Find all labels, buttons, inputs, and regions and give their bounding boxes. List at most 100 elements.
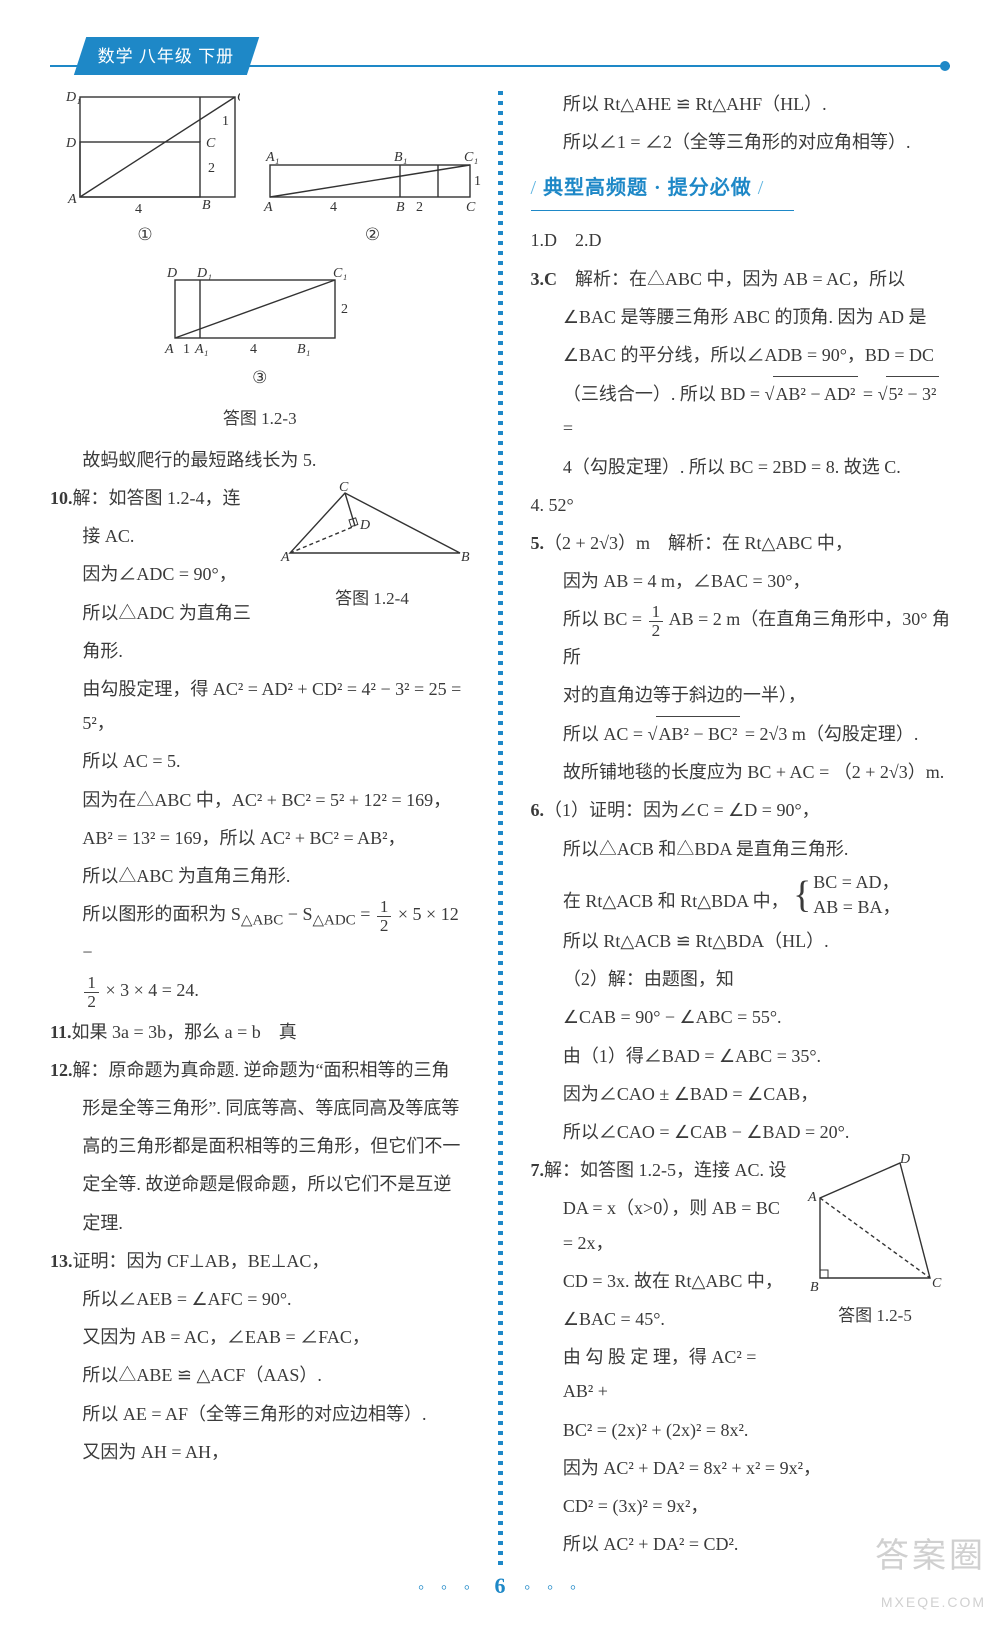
q6-l1: 6.（1）证明：因为∠C = ∠D = 90°，	[531, 793, 951, 827]
q3-l2: ∠BAC 是等腰三角形 ABC 的顶角. 因为 AD 是	[531, 300, 951, 334]
q12-l4: 定全等. 故逆命题是假命题，所以它们不是互逆	[50, 1167, 470, 1201]
q10-A: A	[280, 550, 290, 565]
fig3-n4: 4	[250, 342, 257, 357]
q12-l5: 定理.	[50, 1206, 470, 1240]
q5-l6: 故所铺地毯的长度应为 BC + AC = （2 + 2√3）m.	[531, 755, 951, 789]
q6-l1t: （1）证明：因为∠C = ∠D = 90°，	[544, 800, 820, 820]
q5-ans: （2 + 2√3）m	[544, 533, 650, 553]
q10-l8: AB² = 13² = 169，所以 AC² + BC² = AB²，	[50, 821, 470, 855]
q7-l1t: 解：如答图 1.2-5，连接 AC. 设	[544, 1160, 787, 1180]
q12-l1t: 解：原命题为真命题. 逆命题为“面积相等的三角	[73, 1060, 450, 1080]
fig1-D: D	[65, 136, 76, 151]
q11: 11.如果 3a = 3b，那么 a = b 真	[50, 1015, 470, 1049]
q6-l3a: 在 Rt△ACB 和 Rt△BDA 中，	[563, 891, 789, 911]
q12-l1: 12.解：原命题为真命题. 逆命题为“面积相等的三角	[50, 1053, 470, 1087]
section-title-text: 典型高频题 · 提分必做	[543, 169, 752, 207]
q3-l1t: 解析：在△ABC 中，因为 AB = AC，所以	[575, 269, 905, 289]
q3-l4a: （三线合一）. 所以 BD =	[563, 384, 765, 404]
q10-B: B	[461, 550, 470, 565]
q10-C: C	[339, 481, 349, 495]
q10-f2n: 1	[84, 974, 99, 993]
q11-num: 11.	[50, 1022, 72, 1042]
q3-l3: ∠BAC 的平分线，所以∠ADB = 90°，BD = DC	[531, 338, 951, 372]
q7-num: 7.	[531, 1160, 545, 1180]
q7: A B C D 答图 1.2-5 7.解：如答图 1.2-5，连接 AC. 设 …	[531, 1153, 951, 1412]
fig3-n1: 1	[183, 342, 190, 357]
fig1-B: B	[202, 198, 211, 213]
q6-sys1: BC = AD，	[813, 870, 900, 895]
fig3-n2: 2	[341, 302, 348, 317]
q13-num: 13.	[50, 1251, 73, 1271]
q6-l4: 所以 Rt△ACB ≌ Rt△BDA（HL）.	[531, 924, 951, 958]
q7-C: C	[932, 1276, 942, 1291]
fig1-D1: D₁	[65, 90, 81, 105]
q6-sys2: AB = BA，	[813, 895, 900, 920]
fig1-n4: 4	[135, 202, 142, 217]
bracket-r: /	[758, 169, 765, 207]
q3-num: 3.C	[531, 269, 558, 289]
footer-page-num: 6	[495, 1573, 506, 1598]
q13-l1t: 证明：因为 CF⊥AB，BE⊥AC，	[73, 1251, 330, 1271]
fig2-svg: A A₁ B B₁ C C₁ 4 2 1	[260, 147, 485, 217]
fig3-B1: B₁	[297, 342, 310, 357]
q10-l10b: △ABC	[241, 913, 283, 929]
q10-l4b: 角形.	[50, 634, 470, 668]
q7-D: D	[899, 1153, 910, 1167]
bracket-l: /	[531, 169, 538, 207]
q4: 4. 52°	[531, 488, 951, 522]
q10-l7: 因为在△ABC 中，AC² + BC² = 5² + 12² = 169，	[50, 783, 470, 817]
q3-l4c: =	[563, 418, 573, 438]
q12-num: 12.	[50, 1060, 73, 1080]
q3-l4: （三线合一）. 所以 BD = AB² − AD² = 5² − 3² =	[531, 376, 951, 445]
fig1-n1: 1	[222, 114, 229, 129]
fig1-box: A B C D C₁ D₁ 4 2 1 ①	[50, 87, 240, 259]
q5-l5b: = 2√3 m（勾股定理）.	[745, 724, 919, 744]
fig2-box: A A₁ B B₁ C C₁ 4 2 1 ②	[260, 147, 485, 259]
fig1-n2: 2	[208, 161, 215, 176]
fig2-A1: A₁	[265, 150, 279, 165]
q6-l8: 因为∠CAO ± ∠BAD = ∠CAB，	[531, 1077, 951, 1111]
q7-fig: A B C D 答图 1.2-5	[800, 1153, 950, 1340]
q10-l11t: × 3 × 4 = 24.	[105, 980, 198, 1000]
q5-rad: AB² − BC²	[656, 716, 740, 751]
columns: A B C D C₁ D₁ 4 2 1 ①	[50, 87, 950, 1565]
q10-f1n: 1	[377, 898, 392, 917]
q10-l6: 所以 AC = 5.	[50, 744, 470, 778]
q12-l2: 形是全等三角形”. 同底等高、等底同高及等底等	[50, 1091, 470, 1125]
fig2-C1: C₁	[464, 150, 478, 165]
right-column: 所以 Rt△AHE ≌ Rt△AHF（HL）. 所以∠1 = ∠2（全等三角形的…	[531, 87, 951, 1565]
q10-l10c: − S	[283, 904, 312, 924]
q5-l1: 解析：在 Rt△ABC 中，	[668, 533, 853, 553]
q10-l1: 解：如答图 1.2-4，连	[73, 488, 241, 508]
fig2-B: B	[396, 200, 405, 215]
q10-l5a: 由勾股定理，得 AC² = AD² + CD² = 4² − 3² = 25 =…	[50, 672, 470, 740]
q5-l2: 因为 AB = 4 m，∠BAC = 30°，	[531, 564, 951, 598]
footer-deco-l: ◦ ◦ ◦	[418, 1577, 476, 1597]
fig2-C: C	[466, 200, 476, 215]
r-top2: 所以∠1 = ∠2（全等三角形的对应角相等）.	[531, 125, 951, 159]
q13-l6: 又因为 AH = AH，	[50, 1435, 470, 1469]
q12-l3: 高的三角形都是面积相等的三角形，但它们不一	[50, 1129, 470, 1163]
q3-l4b: =	[863, 384, 878, 404]
q6-l7: 由（1）得∠BAD = ∠ABC = 35°.	[531, 1039, 951, 1073]
q6-l6: ∠CAB = 90° − ∠ABC = 55°.	[531, 1000, 951, 1034]
q3-rad1: AB² − AD²	[773, 376, 858, 411]
q5-l5: 所以 AC = AB² − BC² = 2√3 m（勾股定理）.	[531, 716, 951, 751]
fig2-B1: B₁	[394, 150, 407, 165]
page: 数学 八年级 下册 A B C D C₁	[0, 0, 1000, 1625]
fig1-C: C	[206, 136, 216, 151]
header: 数学 八年级 下册	[50, 45, 950, 77]
q10-l11: 12 × 3 × 4 = 24.	[50, 973, 470, 1010]
header-dot	[940, 61, 950, 71]
q10-svg: A B C D	[275, 481, 470, 581]
fig1-C1: C₁	[237, 90, 240, 105]
header-subject: 数学 八年级 下册	[98, 41, 235, 73]
q6-l3: 在 Rt△ACB 和 Rt△BDA 中， { BC = AD， AB = BA，	[531, 870, 951, 920]
q6-l9: 所以∠CAO = ∠CAB − ∠BAD = 20°.	[531, 1115, 951, 1149]
q7-svg: A B C D	[800, 1153, 950, 1298]
q10-l10e: =	[356, 904, 375, 924]
fig-row-1: A B C D C₁ D₁ 4 2 1 ①	[50, 87, 470, 259]
q11-text: 如果 3a = 3b，那么 a = b 真	[72, 1022, 297, 1042]
footer-deco-r: ◦ ◦ ◦	[524, 1577, 582, 1597]
q10-f2d: 2	[84, 993, 99, 1011]
